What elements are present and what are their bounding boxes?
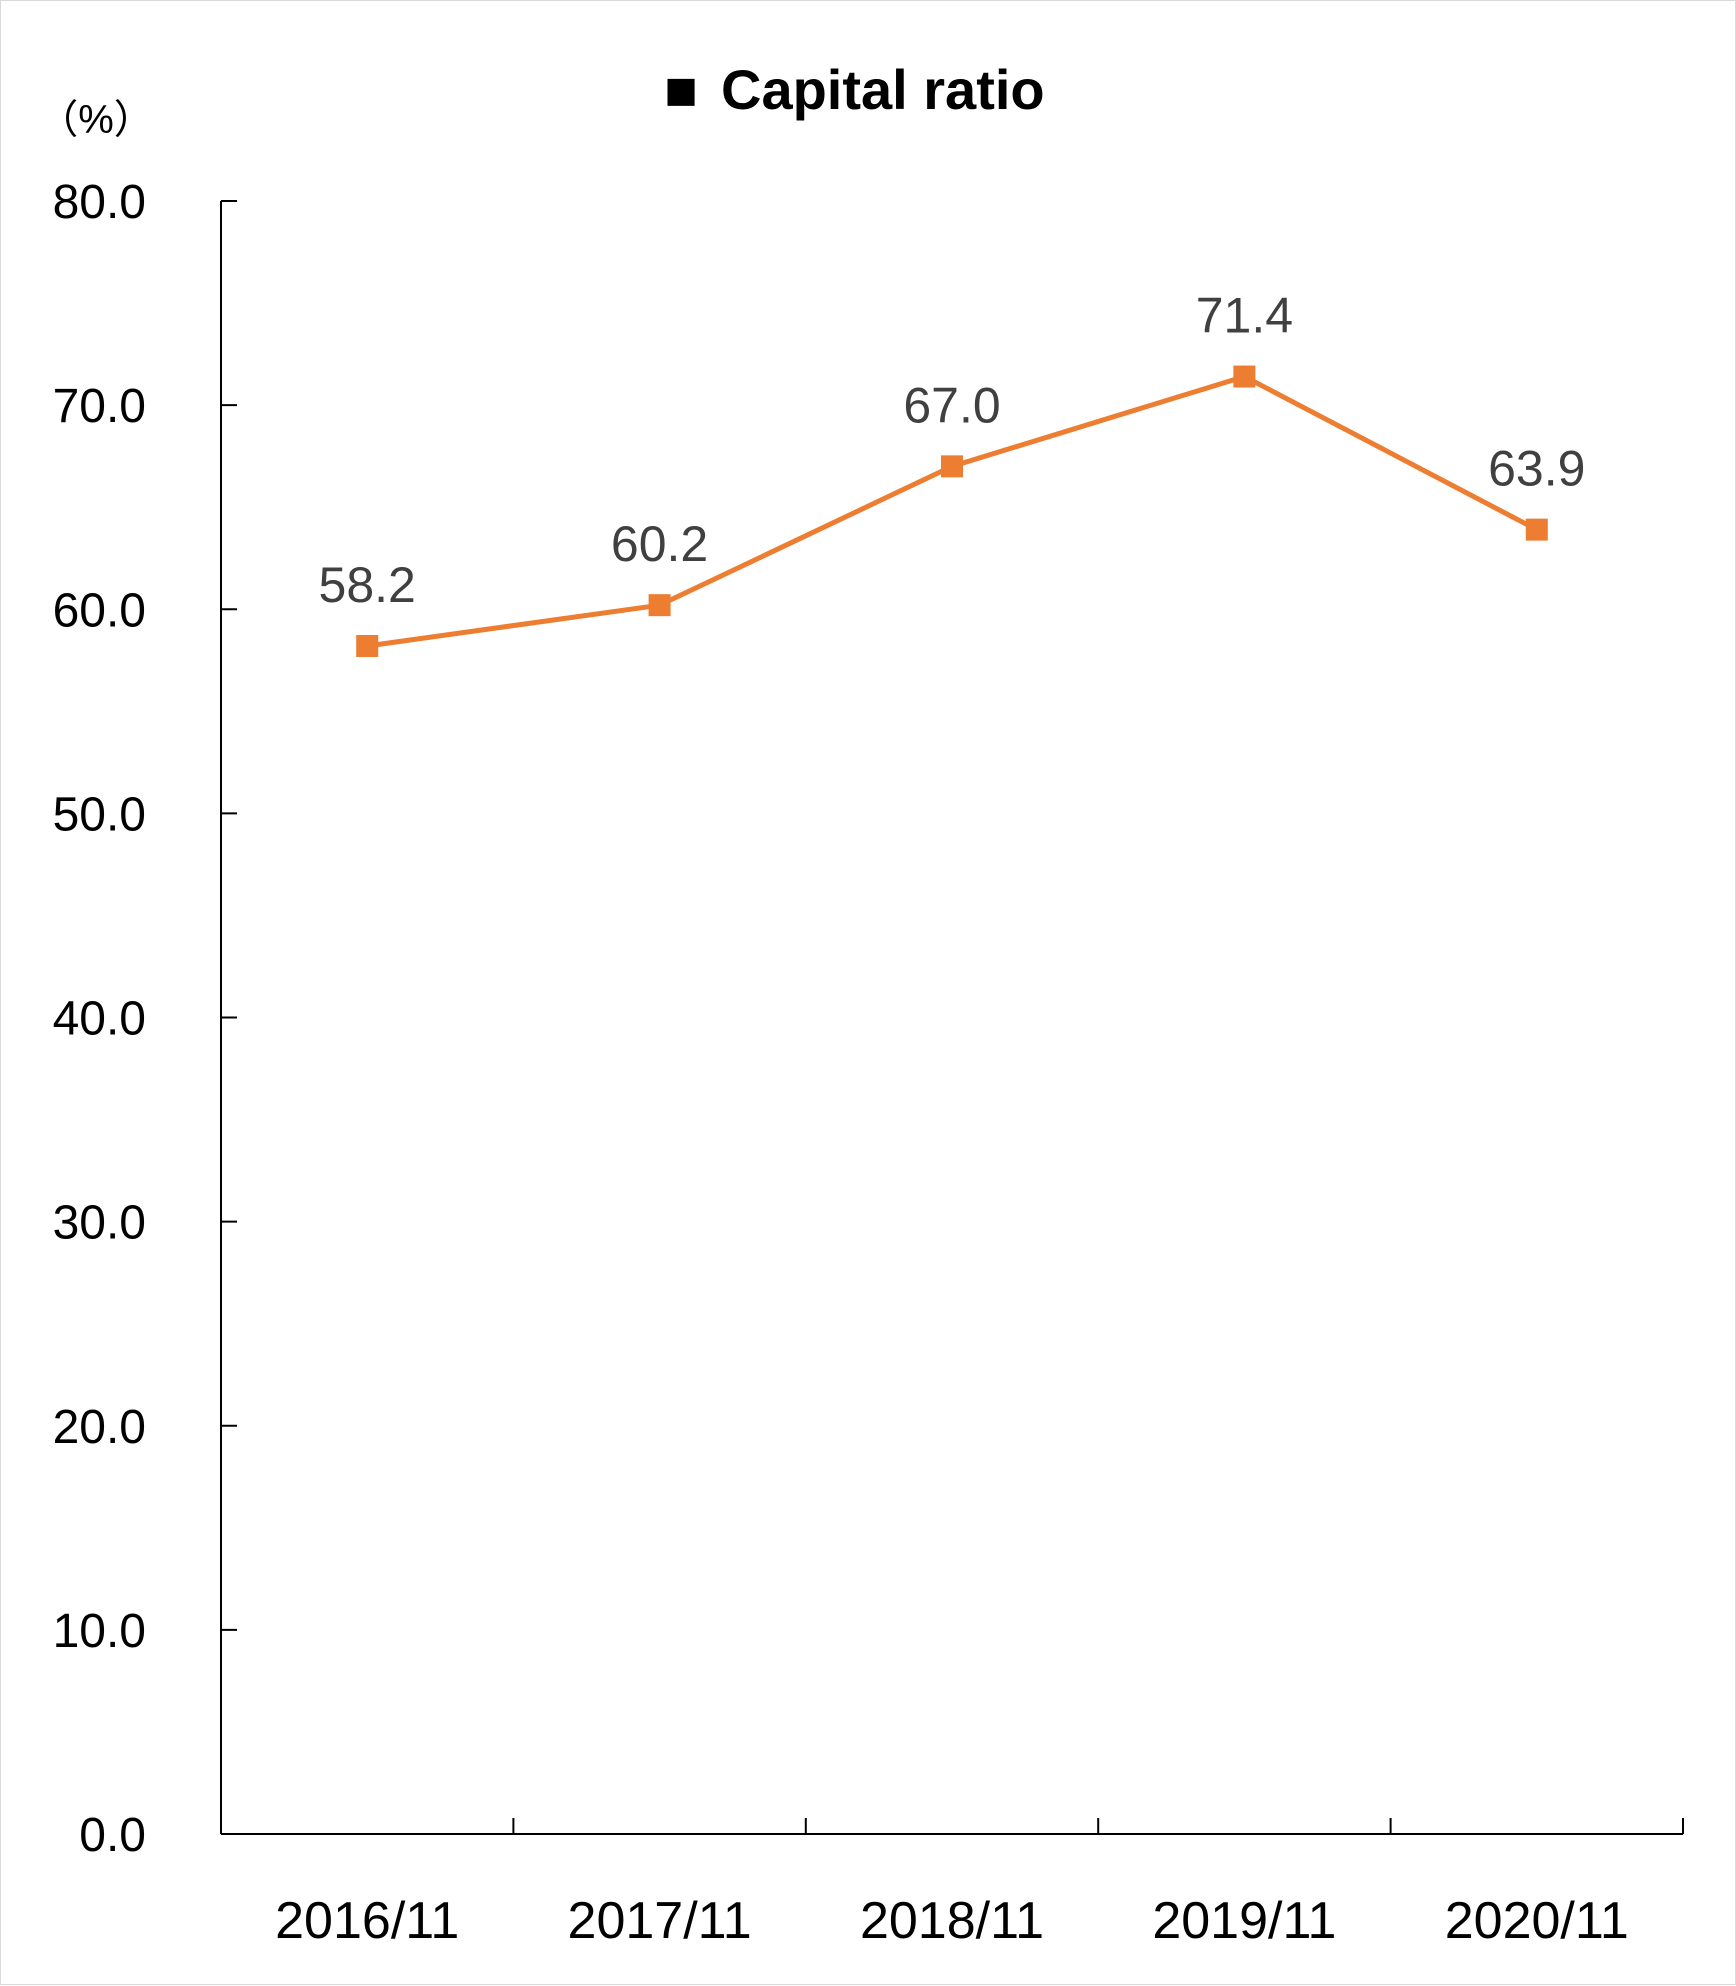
data-label: 60.2 xyxy=(611,516,708,572)
data-label: 58.2 xyxy=(319,557,416,613)
y-tick-label: 50.0 xyxy=(53,788,146,841)
data-point-marker xyxy=(648,594,671,617)
y-axis-unit-label: （%） xyxy=(38,98,154,142)
chart-title: Capital ratio xyxy=(721,58,1045,121)
data-point-marker xyxy=(1525,518,1548,541)
y-tick-label: 70.0 xyxy=(53,380,146,433)
data-label: 71.4 xyxy=(1196,288,1293,344)
data-point-marker xyxy=(941,455,963,478)
data-label: 67.0 xyxy=(903,377,1000,433)
chart-title-group: ■ Capital ratio xyxy=(664,58,1045,121)
x-tick-label: 2016/11 xyxy=(275,1892,459,1950)
x-axis-ticks: 2016/11 2017/11 2018/11 2019/11 2020/11 xyxy=(220,1818,1684,1950)
data-point-marker xyxy=(1233,365,1256,388)
y-tick-label: 60.0 xyxy=(53,584,146,637)
series-layer: 58.2 60.2 67.0 71.4 63.9 xyxy=(319,288,1585,657)
x-tick-label: 2019/11 xyxy=(1152,1892,1336,1950)
x-tick-label: 2018/11 xyxy=(860,1892,1044,1950)
x-tick-label: 2017/11 xyxy=(568,1892,752,1950)
y-tick-label: 10.0 xyxy=(53,1605,146,1658)
title-marker: ■ xyxy=(664,58,698,121)
data-label: 63.9 xyxy=(1488,441,1585,497)
y-tick-label: 0.0 xyxy=(79,1809,146,1862)
x-tick-label: 2020/11 xyxy=(1445,1892,1629,1950)
y-tick-label: 30.0 xyxy=(53,1197,146,1250)
axes xyxy=(220,201,1683,1835)
y-tick-label: 20.0 xyxy=(53,1401,146,1454)
y-tick-label: 80.0 xyxy=(53,176,146,229)
y-tick-label: 40.0 xyxy=(53,993,146,1046)
data-point-marker xyxy=(356,634,379,657)
y-axis-ticks: 0.0 10.0 20.0 30.0 40.0 50.0 60.0 70.0 80.0 xyxy=(53,176,237,1862)
